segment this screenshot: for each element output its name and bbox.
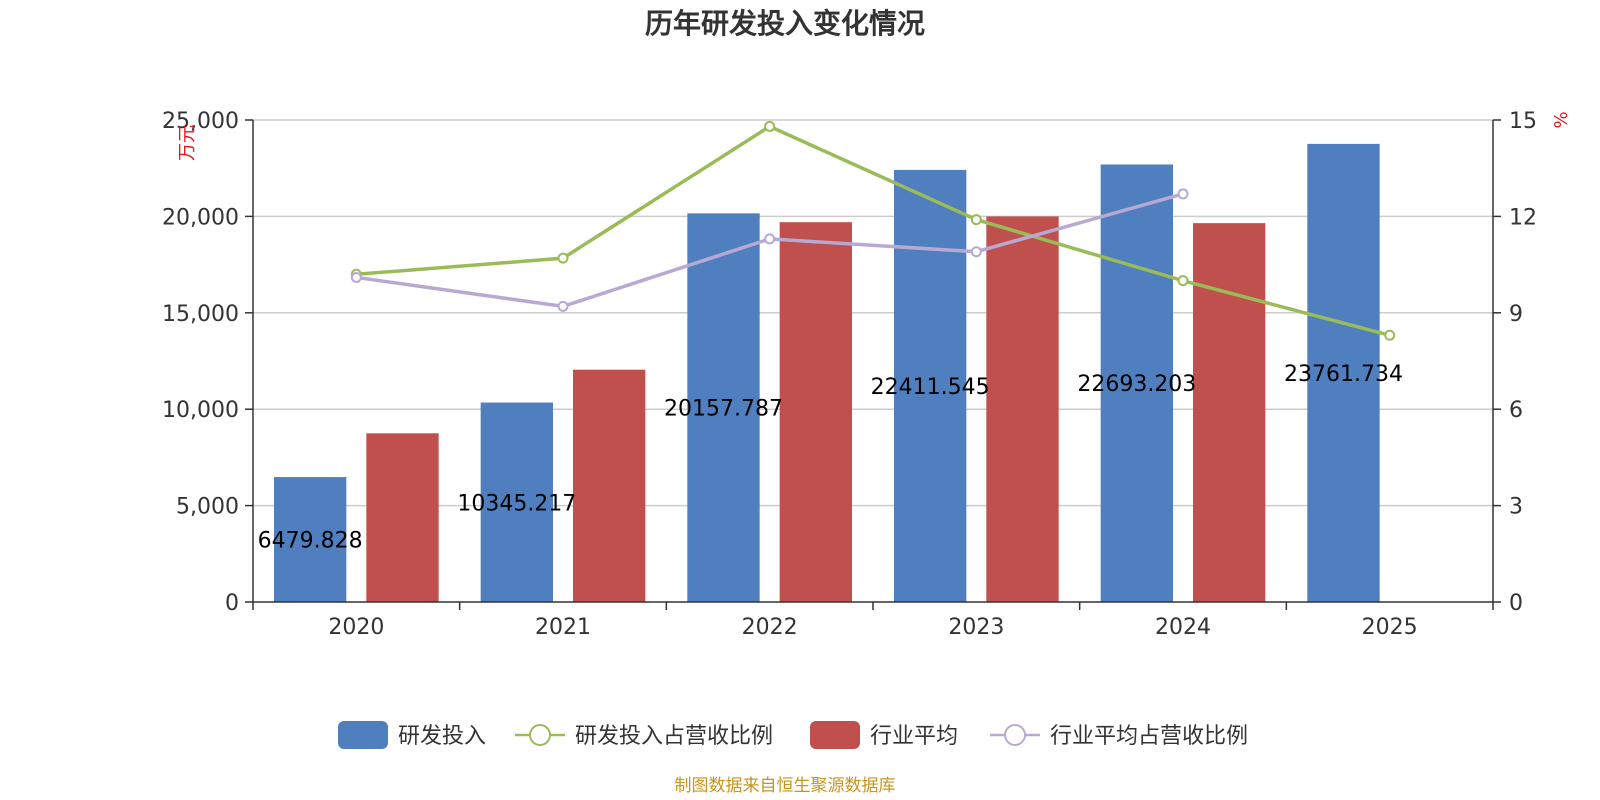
legend-swatch-bar: [338, 721, 388, 749]
right-tick-label: 0: [1509, 591, 1523, 616]
line-point: [557, 252, 569, 264]
legend-swatch-marker: [529, 724, 551, 746]
left-tick-label: 20,000: [162, 205, 239, 230]
bar-industry-average: [986, 216, 1059, 602]
grid: [253, 119, 1493, 507]
right-tick-label: 6: [1509, 398, 1523, 423]
bar-data-label: 22411.545: [871, 375, 990, 400]
bar-rd-investment: [894, 169, 967, 603]
bar-data-label: 22693.203: [1077, 372, 1196, 397]
left-tick-label: 0: [225, 591, 239, 616]
bar-data-label: 20157.787: [664, 397, 783, 422]
legend-label: 研发投入: [398, 724, 486, 749]
left-axis-unit: 万元: [177, 125, 198, 161]
x-tick-label: 2024: [1155, 615, 1211, 640]
lines: [350, 120, 1396, 341]
bar-data-label: 23761.734: [1284, 362, 1403, 387]
line-point: [970, 246, 982, 258]
bar-rd-investment: [274, 477, 347, 602]
legend: 研发投入 研发投入占营收比例 行业平均 行业平均占营收比例: [338, 721, 1248, 749]
bar-industry-average: [366, 433, 439, 602]
right-tick-label: 15: [1509, 109, 1537, 134]
data-labels: 6479.828 10345.217 20157.787 22411.545 22693…: [258, 362, 1403, 554]
line-point: [764, 120, 776, 132]
x-tick-label: 2023: [948, 615, 1004, 640]
left-tick-label: 10,000: [162, 398, 239, 423]
bar-rd-investment: [687, 213, 760, 603]
bar-rd-investment: [1307, 143, 1380, 602]
source-note: 制图数据来自恒生聚源数据库: [675, 776, 896, 796]
chart-title: 历年研发投入变化情况: [645, 7, 925, 40]
line-point: [557, 300, 569, 312]
axes: 0 5,000 10,000 15,000 20,000 25,000 0 3 6 9 12 15 20…: [162, 109, 1537, 640]
line-point: [970, 214, 982, 226]
left-tick-label: 15,000: [162, 302, 239, 327]
legend-label: 行业平均: [870, 724, 958, 749]
legend-swatch-marker: [1004, 724, 1026, 746]
bar-industry-average: [1193, 223, 1266, 602]
left-tick-label: 5,000: [176, 495, 239, 520]
legend-label: 行业平均占营收比例: [1050, 724, 1248, 749]
bar-rd-investment: [1100, 164, 1173, 603]
bar-industry-average: [779, 222, 852, 602]
right-axis-unit: %: [1551, 111, 1572, 128]
x-tick-label: 2025: [1362, 615, 1418, 640]
x-tick-label: 2022: [742, 615, 798, 640]
right-tick-label: 12: [1509, 205, 1537, 230]
right-tick-label: 9: [1509, 302, 1523, 327]
bars: [274, 143, 1380, 603]
bar-rd-investment: [480, 402, 553, 602]
bar-data-label: 10345.217: [457, 491, 576, 516]
bar-industry-average: [573, 369, 646, 602]
legend-swatch-bar: [810, 721, 860, 749]
line-industry-ratio: [356, 192, 1184, 309]
x-tick-label: 2020: [328, 615, 384, 640]
line-point: [1177, 275, 1189, 287]
x-tick-label: 2021: [535, 615, 591, 640]
left-tick-label: 25,000: [162, 109, 239, 134]
line-point: [350, 271, 362, 283]
line-point: [764, 233, 776, 245]
right-tick-label: 3: [1509, 495, 1523, 520]
legend-label: 研发投入占营收比例: [575, 724, 773, 749]
line-rd-ratio: [356, 124, 1391, 337]
bar-data-label: 6479.828: [258, 529, 363, 554]
line-point: [1384, 329, 1396, 341]
line-point: [1177, 188, 1189, 200]
